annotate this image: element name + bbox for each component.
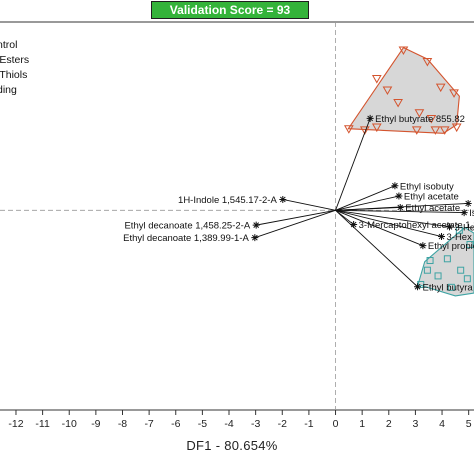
x-tick-label: -10 [62, 418, 77, 430]
loading-marker [391, 182, 399, 190]
loading-marker [438, 233, 446, 241]
legend-entry: iEsters [0, 54, 30, 66]
loading-vector [335, 209, 450, 228]
group-point-marker [455, 226, 463, 234]
x-tick-label: 4 [439, 418, 445, 430]
x-tick-label: -5 [198, 418, 207, 430]
loading-marker [460, 209, 468, 217]
group-point-marker [371, 75, 382, 84]
group-point-marker [457, 266, 465, 274]
loading-label: Ethyl isobuty [400, 181, 454, 192]
loading-marker [251, 234, 259, 242]
group-point-marker [422, 57, 433, 67]
legend: ntrol iEsters iThiols ding [0, 38, 29, 98]
x-tick-label: 2 [386, 418, 392, 430]
loading-vector [254, 209, 336, 239]
group-point-marker [430, 126, 441, 135]
group-point-marker [343, 125, 354, 134]
loading-vector [335, 185, 396, 211]
loading-vector [282, 199, 336, 211]
x-tick-label: 3 [412, 418, 418, 430]
legend-entry: ding [0, 84, 17, 96]
loading-vector [335, 209, 424, 247]
group-point-marker [359, 126, 370, 135]
loading-marker [464, 199, 472, 207]
group-point-marker [398, 46, 409, 56]
group-point-marker [414, 109, 425, 118]
group-point-marker [411, 126, 422, 135]
x-tick-label: -11 [35, 418, 50, 430]
validation-score-banner: Validation Score = 93 [151, 1, 309, 19]
group-point-marker [382, 86, 393, 95]
loading-marker [419, 242, 427, 250]
loading-marker [252, 221, 260, 229]
group-point-marker [443, 255, 451, 263]
x-tick-label: 5 [466, 418, 472, 430]
group-point-marker [423, 266, 431, 274]
x-tick-label: -1 [304, 418, 313, 430]
group-point-marker [439, 126, 450, 135]
group-point-marker [371, 123, 382, 133]
x-tick-label: -2 [278, 418, 287, 430]
group-point-marker [466, 241, 474, 249]
group-point-marker [434, 272, 442, 280]
group-point-marker [393, 99, 403, 108]
loading-label: 3-Hex [455, 222, 474, 233]
group-hull [347, 46, 460, 134]
loading-marker [350, 221, 358, 229]
x-tick-label: -8 [118, 418, 127, 430]
loading-label: Ethyl decanoate 1,389.99-1-A [123, 233, 249, 244]
x-axis-label-text: DF1 - 80.654% [186, 438, 278, 453]
x-tick-label: -3 [251, 418, 260, 430]
group-point-marker [463, 275, 471, 283]
x-axis-label: DF1 - 80.654% [0, 438, 474, 453]
loading-vector [335, 195, 400, 211]
loading-vector [335, 202, 469, 211]
loading-label: Iso [469, 208, 474, 219]
group-point-marker [435, 83, 446, 93]
loading-label: Ethyl acetate [404, 192, 459, 203]
loading-label: Ethyl propio [428, 241, 474, 252]
loading-label: Ethyl acetate [405, 203, 460, 214]
loading-label: 3-Mercaptohexyl acetate 1,249.3 [359, 220, 474, 231]
loading-vector [335, 209, 465, 214]
loading-vector [335, 209, 442, 237]
loading-label: 3-Hex [447, 232, 473, 243]
loading-vector [256, 209, 336, 226]
x-tick-label: -9 [91, 418, 100, 430]
loading-marker [395, 192, 403, 200]
group-point-marker [449, 89, 459, 98]
x-tick-label: -7 [144, 418, 153, 430]
loading-marker [366, 114, 374, 122]
group-point-marker [426, 115, 437, 124]
loading-vector [335, 118, 371, 211]
loading-label: 1H-Indole 1,545.17-2-A [178, 195, 277, 206]
loading-label: Ethyl butyrate 855.82 [375, 114, 465, 125]
x-tick-label: 0 [333, 418, 339, 430]
loading-marker [279, 195, 287, 203]
legend-entry: iThiols [0, 69, 28, 81]
x-tick-label: -12 [8, 418, 23, 430]
x-tick-label: -4 [224, 418, 233, 430]
group-point-marker [426, 257, 434, 265]
x-tick-label: -6 [171, 418, 180, 430]
group-point-marker [451, 123, 462, 133]
loading-marker [396, 203, 404, 211]
loading-label: Ethyl decanoate 1,458.25-2-A [124, 221, 250, 232]
loading-vector [335, 209, 418, 288]
loading-marker [446, 223, 454, 231]
loading-marker [414, 283, 422, 291]
x-tick-label: 1 [359, 418, 365, 430]
group-point-marker [447, 283, 455, 291]
legend-entry: ntrol [0, 39, 18, 51]
loading-label: Ethyl butyra [423, 282, 474, 293]
